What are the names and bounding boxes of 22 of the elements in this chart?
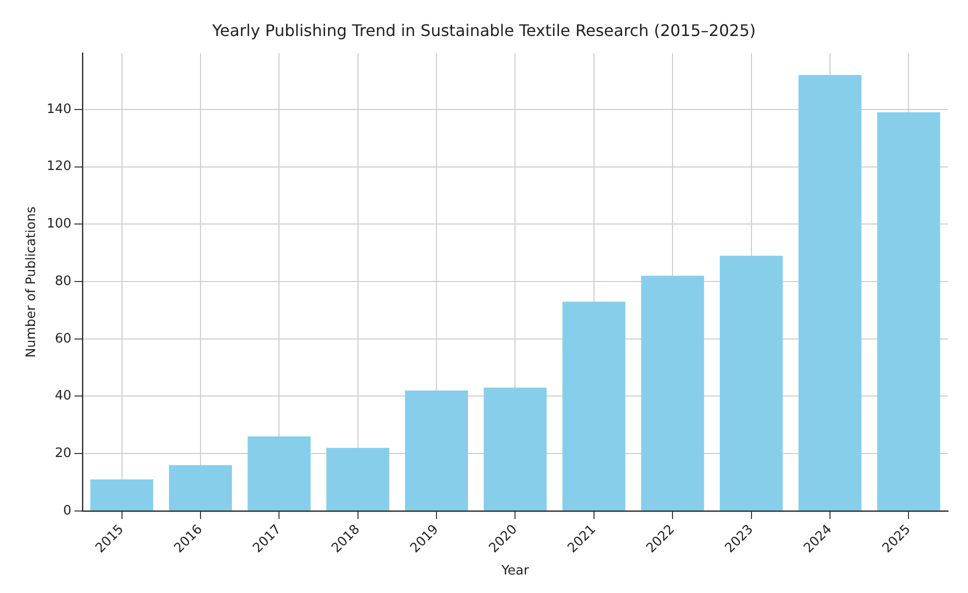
bar <box>798 75 862 510</box>
bar <box>641 276 704 510</box>
y-tick-label: 80 <box>54 274 72 289</box>
bar <box>405 390 468 510</box>
bar <box>484 388 547 510</box>
bar <box>877 112 940 510</box>
bar <box>248 436 311 510</box>
y-axis-title: Number of Publications <box>24 206 40 358</box>
y-tick-label: 0 <box>63 503 72 518</box>
bar <box>720 256 783 510</box>
bar <box>326 448 390 510</box>
bar <box>168 465 232 510</box>
bar <box>562 302 626 510</box>
y-tick-label: 100 <box>46 216 72 232</box>
chart-title: Yearly Publishing Trend in Sustainable Textile Research (2015–2025) <box>211 20 756 40</box>
y-tick-label: 140 <box>46 102 72 117</box>
y-tick-label: 40 <box>54 388 72 404</box>
y-tick-label: 60 <box>54 331 72 346</box>
y-tick-label: 120 <box>46 159 72 174</box>
bar <box>90 479 154 510</box>
y-tick-label: 20 <box>54 446 72 461</box>
x-axis-title: Year <box>500 564 530 579</box>
